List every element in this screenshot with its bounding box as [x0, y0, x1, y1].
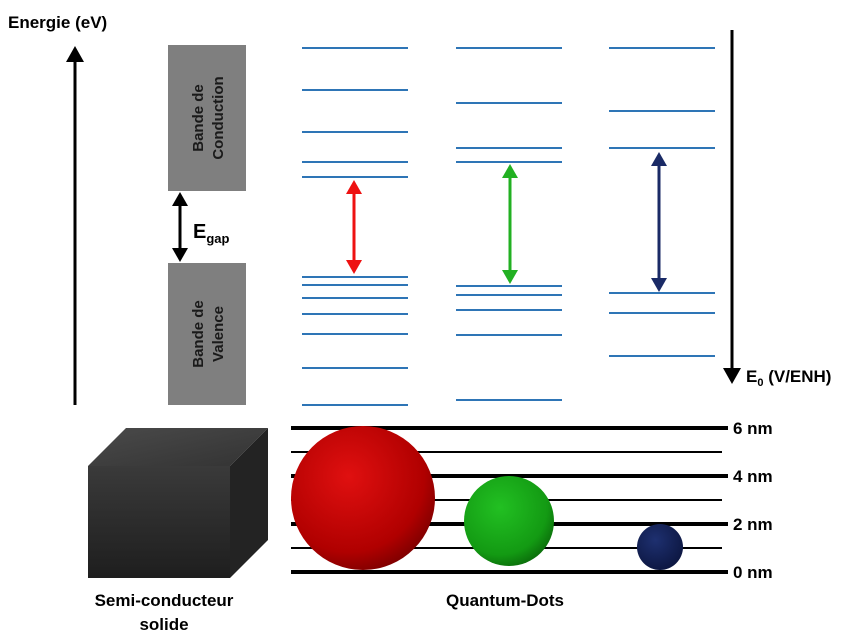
bulk-caption-line2: solide	[139, 615, 188, 634]
bulk-caption-line1: Semi-conducteur	[95, 591, 234, 610]
arrow-up-icon	[66, 46, 84, 62]
conduction-band-label-1: Bande de	[190, 84, 207, 152]
gap-label: Egap	[193, 221, 230, 246]
levels-column-large	[302, 47, 408, 406]
conduction-band-label-2: Conduction	[210, 76, 227, 159]
scale-label-0nm: 0 nm	[733, 563, 773, 582]
scale-label-4nm: 4 nm	[733, 467, 773, 486]
quantum-dots-caption: Quantum-Dots	[446, 591, 564, 610]
scale-label-2nm: 2 nm	[733, 515, 773, 534]
arrow-down-icon	[723, 368, 741, 384]
quantum-dot-small	[637, 524, 683, 570]
valence-band-box	[168, 263, 246, 405]
gap-arrow	[172, 192, 188, 262]
scale-label-6nm: 6 nm	[733, 419, 773, 438]
potential-axis	[723, 30, 741, 384]
transition-arrow-green	[502, 164, 518, 284]
valence-band-label-1: Bande de	[190, 300, 207, 368]
potential-axis-label: E0 (V/ENH)	[746, 367, 831, 389]
quantum-dot-medium	[464, 476, 554, 566]
transition-arrow-blue	[651, 152, 667, 292]
energy-axis	[66, 46, 84, 405]
levels-column-medium	[456, 47, 562, 401]
conduction-band-box	[168, 45, 246, 191]
transition-arrow-red	[346, 180, 362, 274]
levels-column-small	[609, 47, 715, 357]
bulk-semiconductor-cube	[88, 428, 268, 578]
valence-band-label-2: Valence	[210, 306, 227, 362]
quantum-dot-large	[291, 426, 435, 570]
energy-axis-label: Energie (eV)	[8, 13, 107, 32]
